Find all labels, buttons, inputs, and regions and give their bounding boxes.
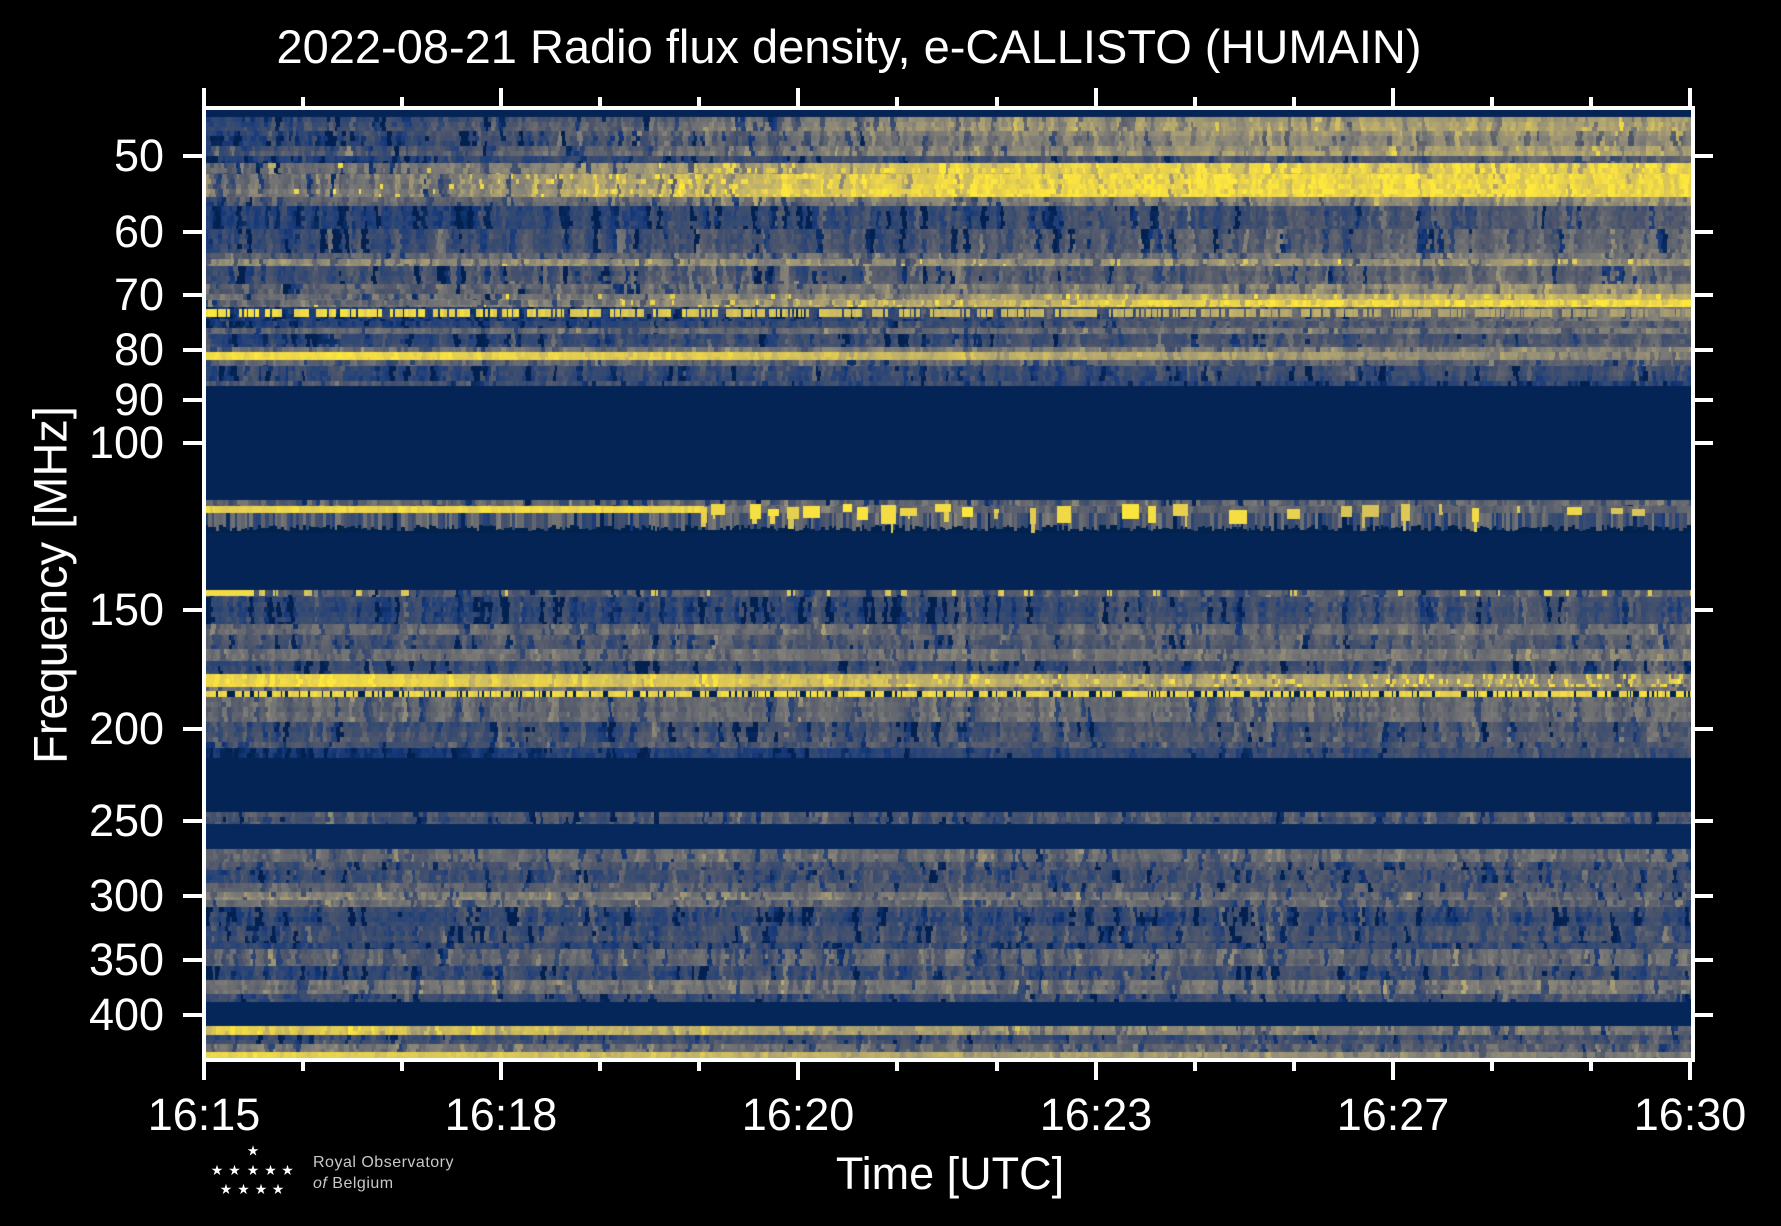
svg-text:of Belgium: of Belgium	[313, 1175, 394, 1192]
svg-text:Royal Observatory: Royal Observatory	[313, 1154, 454, 1171]
